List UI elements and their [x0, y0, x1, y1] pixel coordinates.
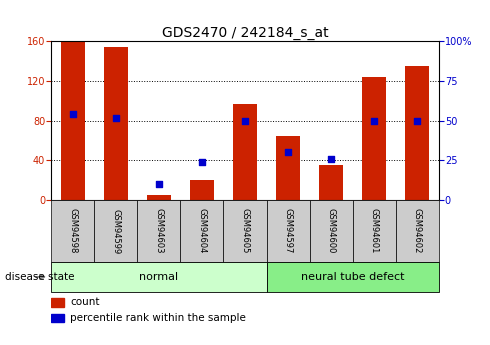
- Bar: [310, 200, 352, 262]
- Bar: [267, 200, 310, 262]
- Bar: [223, 200, 267, 262]
- Bar: [395, 200, 439, 262]
- Text: GSM94601: GSM94601: [369, 208, 379, 254]
- Bar: [362, 77, 386, 200]
- Bar: [61, 42, 85, 200]
- Bar: [276, 136, 300, 200]
- Point: [327, 156, 335, 161]
- Text: percentile rank within the sample: percentile rank within the sample: [71, 313, 246, 323]
- Point: [155, 181, 163, 187]
- Text: count: count: [71, 297, 100, 307]
- Text: neural tube defect: neural tube defect: [301, 272, 404, 282]
- Bar: [51, 314, 64, 322]
- Text: GSM94597: GSM94597: [284, 208, 293, 254]
- Bar: [138, 200, 180, 262]
- Bar: [233, 104, 257, 200]
- Text: GSM94599: GSM94599: [111, 208, 121, 254]
- Point: [413, 118, 421, 124]
- Text: disease state: disease state: [5, 272, 74, 282]
- Text: GSM94603: GSM94603: [154, 208, 164, 254]
- Point: [370, 118, 378, 124]
- Bar: [352, 200, 395, 262]
- Bar: [51, 200, 95, 262]
- Text: GSM94602: GSM94602: [413, 208, 421, 254]
- Point: [198, 159, 206, 165]
- Text: normal: normal: [140, 272, 178, 282]
- Point: [284, 150, 292, 155]
- Bar: [405, 66, 429, 200]
- Bar: [180, 200, 223, 262]
- Bar: [190, 180, 214, 200]
- Bar: [267, 262, 439, 292]
- Point: [69, 112, 77, 117]
- Bar: [95, 200, 138, 262]
- Bar: [104, 47, 128, 200]
- Bar: [51, 298, 64, 307]
- Bar: [51, 262, 267, 292]
- Bar: [147, 195, 171, 200]
- Point: [241, 118, 249, 124]
- Text: GSM94600: GSM94600: [326, 208, 336, 254]
- Bar: [319, 165, 343, 200]
- Title: GDS2470 / 242184_s_at: GDS2470 / 242184_s_at: [162, 26, 328, 40]
- Text: GSM94605: GSM94605: [241, 208, 249, 254]
- Point: [112, 115, 120, 120]
- Text: GSM94598: GSM94598: [69, 208, 77, 254]
- Text: GSM94604: GSM94604: [197, 208, 206, 254]
